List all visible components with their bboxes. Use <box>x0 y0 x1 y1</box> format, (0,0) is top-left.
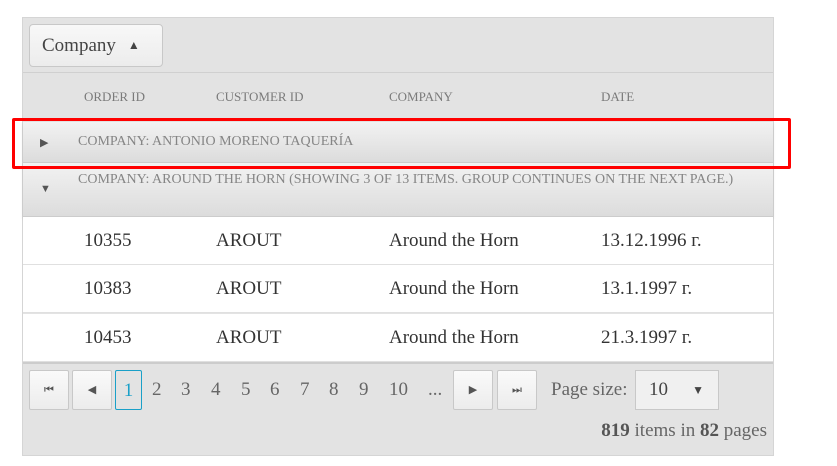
dropdown-arrow-icon: ▼ <box>692 383 704 397</box>
collapse-icon[interactable]: ▼ <box>40 183 51 195</box>
header-customer-id[interactable]: CUSTOMER ID <box>216 89 304 104</box>
table-row[interactable]: 10355 AROUT Around the Horn 13.12.1996 г… <box>23 217 773 265</box>
group-company-button[interactable]: Company ▲ <box>29 24 163 67</box>
group-row: ▼ COMPANY: AROUND THE HORN (SHOWING 3 OF… <box>23 163 773 217</box>
highlight-box <box>12 118 791 169</box>
table-row[interactable]: 10453 AROUT Around the Horn 21.3.1997 г. <box>23 314 773 362</box>
prev-page-icon[interactable]: ◀ <box>72 370 112 410</box>
group-row: ▶ COMPANY: ANTONIO MORENO TAQUERÍA <box>23 122 773 163</box>
group-panel: Company ▲ <box>23 18 773 73</box>
more-pages[interactable]: ... <box>428 379 443 400</box>
cell-date: 13.12.1996 г. <box>601 230 702 251</box>
group-label: Company <box>42 35 116 56</box>
sort-ascending-icon: ▲ <box>127 38 140 52</box>
page-8[interactable]: 8 <box>329 379 339 400</box>
item-count: 819 <box>601 420 630 441</box>
page-10[interactable]: 10 <box>389 379 408 400</box>
page-count: 82 <box>699 420 719 441</box>
page-2[interactable]: 2 <box>152 379 162 400</box>
pages-text: pages <box>718 420 767 441</box>
page-9[interactable]: 9 <box>359 379 369 400</box>
cell-company: Around the Horn <box>389 278 519 299</box>
last-page-icon[interactable]: ⏭ <box>497 370 537 410</box>
header-date[interactable]: DATE <box>601 89 635 104</box>
page-size-value: 10 <box>649 379 668 400</box>
next-page-icon[interactable]: ▶ <box>453 370 493 410</box>
cell-customer-id: AROUT <box>216 327 282 348</box>
cell-order-id: 10355 <box>84 230 132 251</box>
pager: ⏮ ◀ 1 2 3 4 5 6 7 8 9 10 ... ▶ ⏭ Page si… <box>23 362 773 457</box>
cell-order-id: 10383 <box>84 278 132 299</box>
cell-company: Around the Horn <box>389 327 519 348</box>
page-size-label: Page size: <box>551 379 628 400</box>
page-size-select[interactable]: 10 ▼ <box>635 370 719 410</box>
page-1[interactable]: 1 <box>115 370 142 410</box>
expand-icon[interactable]: ▶ <box>40 137 49 149</box>
page-5[interactable]: 5 <box>241 379 251 400</box>
header-order-id[interactable]: ORDER ID <box>84 89 146 104</box>
cell-customer-id: AROUT <box>216 278 282 299</box>
group-label: COMPANY: ANTONIO MORENO TAQUERÍA <box>78 134 354 149</box>
page-4[interactable]: 4 <box>211 379 221 400</box>
table-row[interactable]: 10383 AROUT Around the Horn 13.1.1997 г. <box>23 265 773 313</box>
page-7[interactable]: 7 <box>300 379 310 400</box>
cell-date: 13.1.1997 г. <box>601 278 693 299</box>
grid: Company ▲ ORDER ID CUSTOMER ID COMPANY DA… <box>22 17 774 456</box>
cell-date: 21.3.1997 г. <box>601 327 693 348</box>
items-text: items in <box>629 420 700 441</box>
header-company[interactable]: COMPANY <box>389 89 453 104</box>
column-header-row: ORDER ID CUSTOMER ID COMPANY DATE <box>23 73 773 122</box>
cell-customer-id: AROUT <box>216 230 282 251</box>
cell-company: Around the Horn <box>389 230 519 251</box>
pager-info: 819 items in 82 pages <box>601 420 767 442</box>
first-page-icon[interactable]: ⏮ <box>29 370 69 410</box>
page-3[interactable]: 3 <box>181 379 191 400</box>
cell-order-id: 10453 <box>84 327 132 348</box>
group-label: COMPANY: AROUND THE HORN (SHOWING 3 OF 1… <box>78 172 734 187</box>
page-6[interactable]: 6 <box>270 379 280 400</box>
